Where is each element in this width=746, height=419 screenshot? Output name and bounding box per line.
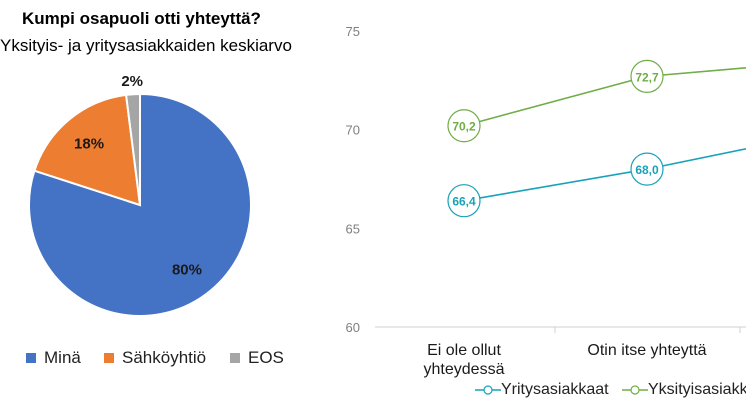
x-category-label: Otin itse yhteyttä <box>587 342 706 359</box>
line-chart: 60 65 70 75 Ei ole ollut yhteydessä Otin itse … <box>346 24 746 378</box>
legend-label: Yritysasiakkaat <box>501 381 609 398</box>
y-tick-label: 65 <box>346 221 360 236</box>
legend-swatch <box>230 353 240 363</box>
pie-chart-subtitle: Yksityis- ja yritysasiakkaiden keskiarvo <box>0 36 292 55</box>
pie-slice <box>33 93 142 207</box>
data-label: 68,0 <box>635 163 659 177</box>
series-line <box>463 148 746 202</box>
pie-slice-label: 2% <box>121 73 143 90</box>
data-label: 72,7 <box>635 70 659 84</box>
pie-slice-label: 18% <box>74 135 104 152</box>
y-tick-label: 75 <box>346 24 360 39</box>
legend-item-mina: Minä <box>26 348 81 368</box>
pie-chart: 80% 18% 2% <box>28 73 252 317</box>
data-point-marker <box>447 184 481 218</box>
data-point-marker <box>630 152 664 186</box>
y-tick-label: 60 <box>346 320 360 335</box>
legend-label: Sähköyhtiö <box>122 348 207 367</box>
pie-slice-label: 80% <box>172 262 202 279</box>
line-legend-yksityis: Yksityisasiakkaat <box>622 381 746 399</box>
x-category-label: Ei ole ollut <box>427 342 501 359</box>
legend-line-marker <box>475 385 501 395</box>
pie-chart-title: Kumpi osapuoli otti yhteyttä? <box>22 9 261 28</box>
legend-line-marker <box>622 385 648 395</box>
data-point-marker <box>447 109 481 143</box>
legend-swatch <box>104 353 114 363</box>
x-category-label: yhteydessä <box>424 361 505 378</box>
series-line <box>463 67 746 127</box>
legend-label: Minä <box>44 348 81 367</box>
pie-slice <box>124 92 141 206</box>
legend-label: Yksityisasiakkaat <box>648 381 746 398</box>
legend-swatch <box>26 353 36 363</box>
legend-item-sahkoyhtio: Sähköyhtiö <box>104 348 206 368</box>
y-tick-label: 70 <box>346 123 360 138</box>
line-legend-yritys: Yritysasiakkaat <box>475 381 609 399</box>
data-label: 70,2 <box>452 120 476 134</box>
data-point-marker <box>630 59 664 93</box>
legend-label: EOS <box>248 348 284 367</box>
data-label: 66,4 <box>452 195 476 209</box>
legend-item-eos: EOS <box>230 348 284 368</box>
